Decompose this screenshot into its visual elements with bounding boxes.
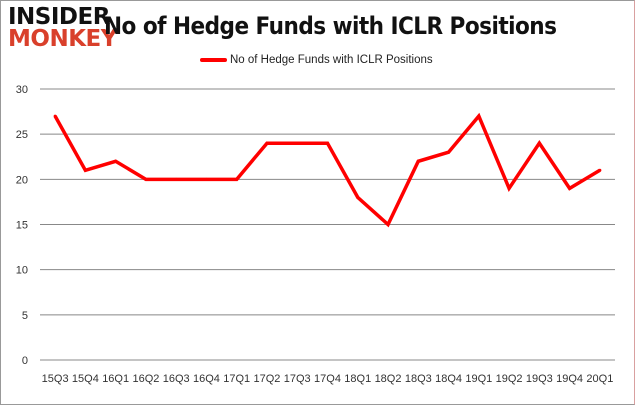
legend-label: No of Hedge Funds with ICLR Positions [230,54,433,66]
x-tick-label: 16Q1 [102,373,129,385]
x-tick-label: 16Q2 [132,373,159,385]
x-tick-label: 19Q2 [496,373,523,385]
data-point [477,114,481,118]
data-point [235,177,239,181]
y-tick-label: 30 [16,84,28,96]
data-point [537,141,541,145]
data-point [83,168,87,172]
x-tick-label: 20Q1 [586,373,613,385]
data-point [326,141,329,145]
chart-title: No of Hedge Funds with ICLR Positions [104,12,557,40]
y-tick-label: 0 [22,355,28,367]
x-tick-label: 19Q1 [465,373,492,385]
x-tick-label: 18Q2 [375,373,402,385]
data-point [174,177,178,181]
x-tick-label: 17Q3 [284,373,311,385]
x-tick-label: 15Q4 [72,373,99,385]
x-tick-label: 19Q4 [556,373,583,385]
data-point [447,150,451,154]
y-tick-label: 20 [16,174,28,186]
y-tick-label: 10 [16,265,28,277]
insider-monkey-logo: INSIDER MONKEY [8,4,117,52]
legend: No of Hedge Funds with ICLR Positions [200,54,433,66]
data-point [204,177,208,181]
x-tick-label: 17Q2 [254,373,281,385]
x-tick-label: 17Q1 [223,373,250,385]
x-tick-label: 15Q3 [42,373,69,385]
legend-swatch [200,58,227,62]
x-tick-label: 19Q3 [526,373,553,385]
data-point [53,114,57,118]
data-point [295,141,299,145]
x-tick-label: 16Q4 [193,373,220,385]
data-point [356,195,360,199]
x-tick-label: 17Q4 [314,373,341,385]
data-point [598,168,602,172]
logo-line-1: INSIDER [8,4,110,30]
data-point [386,223,390,226]
y-tick-label: 25 [16,129,28,141]
logo-line-2: MONKEY [8,26,117,52]
x-tick-label: 18Q1 [344,373,371,385]
data-point [416,159,420,163]
x-tick-label: 18Q3 [405,373,432,385]
data-point [265,141,269,145]
y-tick-label: 5 [22,310,28,322]
data-point [568,186,572,190]
data-point [144,177,148,181]
series-line [53,112,601,228]
data-point [507,186,511,190]
data-point [114,159,118,163]
x-tick-label: 18Q4 [435,373,462,385]
x-tick-label: 16Q3 [163,373,190,385]
y-tick-label: 15 [16,220,28,232]
